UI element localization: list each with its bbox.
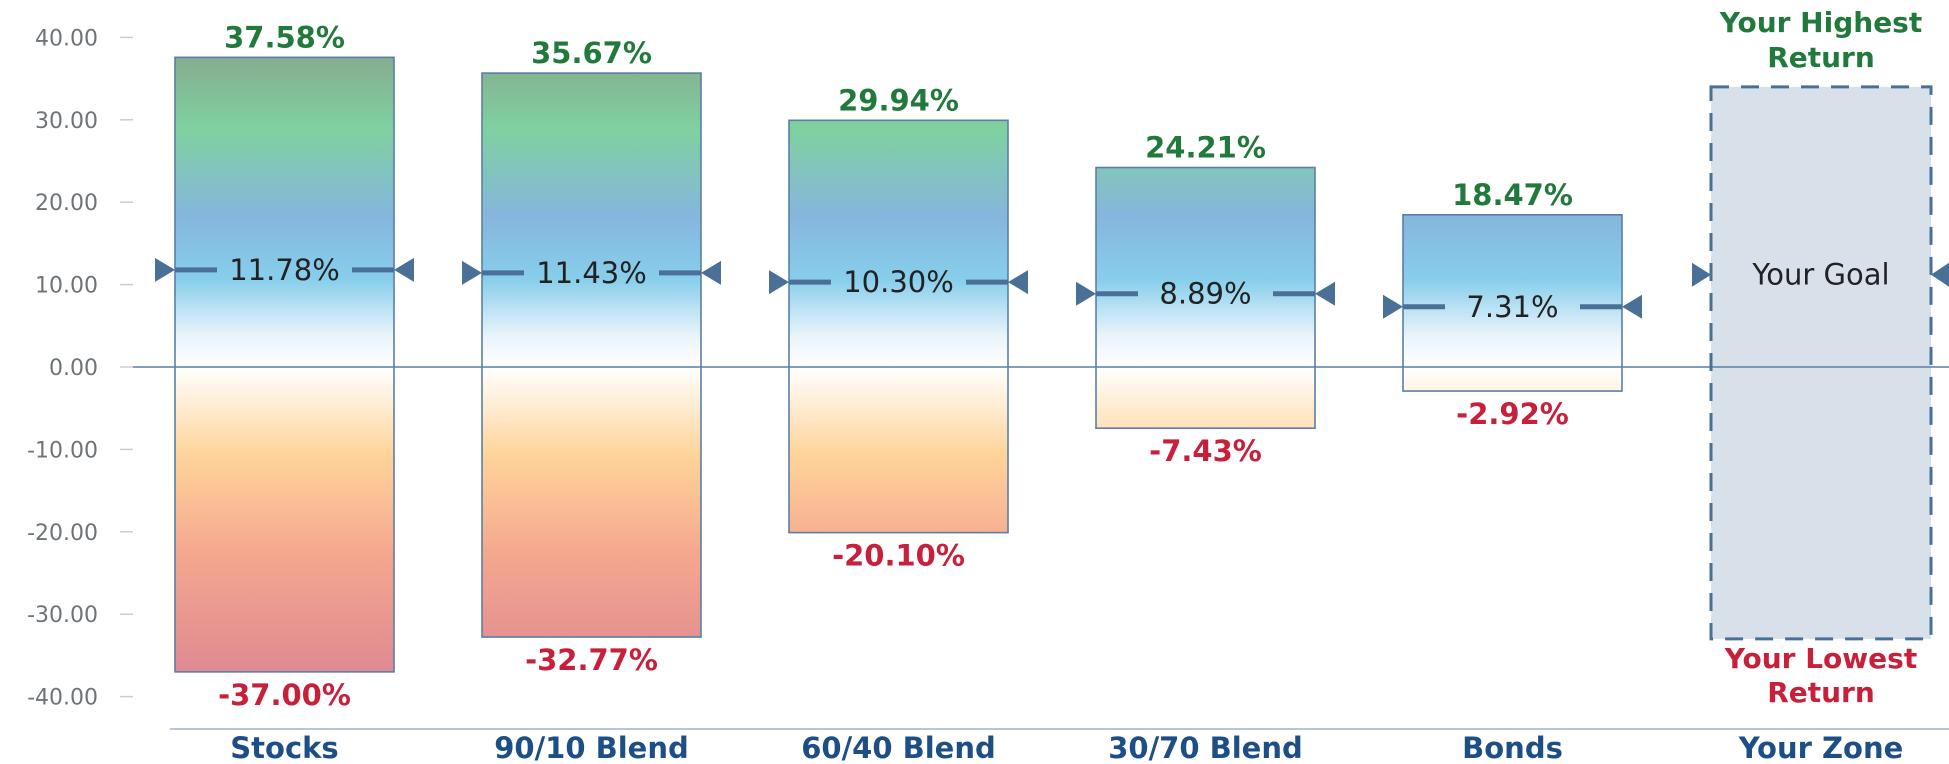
avg-value-label: 8.89%: [1159, 277, 1251, 311]
y-tick-label: 0.00: [49, 356, 98, 381]
bar-outline: [1095, 166, 1316, 430]
avg-marker-right-arrow: [394, 257, 414, 282]
bar-positive: [175, 57, 394, 368]
avg-value-label: 11.78%: [229, 253, 340, 287]
y-axis: 40.00 30.00 20.00 10.00 0.00 -10.00 -20.00 -30.…: [27, 26, 133, 711]
y-tick-label: 40.00: [35, 26, 98, 51]
your-goal-label: Your Goal: [1751, 258, 1889, 292]
your-highest-return-label-2: Return: [1767, 41, 1875, 74]
avg-marker-right-arrow: [1622, 294, 1642, 319]
y-tick-label: 20.00: [35, 191, 98, 216]
category-label: 60/40 Blend: [801, 731, 996, 764]
low-value-label: -37.00%: [218, 678, 351, 712]
bar-negative: [482, 367, 701, 638]
avg-marker-left-arrow: [1383, 294, 1403, 319]
your-zone-dashed-border: [1709, 85, 1933, 641]
bars-layer: [174, 56, 1623, 673]
category-label: 90/10 Blend: [494, 731, 689, 764]
category-label: 30/70 Blend: [1108, 731, 1303, 764]
labels-layer: 37.58% -37.00% 11.78% 35.67% -32.77% 11.43% 29…: [155, 20, 1642, 712]
y-tick-label: -40.00: [27, 686, 98, 711]
avg-marker-right-arrow: [1315, 281, 1335, 306]
avg-marker-right-arrow: [1008, 270, 1028, 295]
bar-outline: [1402, 214, 1623, 392]
bar-negative: [1403, 367, 1622, 392]
bar-positive: [1403, 214, 1622, 367]
bar-outline: [788, 119, 1009, 534]
your-lowest-return-label-2: Return: [1767, 676, 1875, 709]
avg-marker-left-arrow: [1076, 281, 1096, 306]
avg-value-label: 11.43%: [536, 256, 647, 290]
x-axis: Stocks 90/10 Blend 60/40 Blend 30/70 Blend B…: [170, 728, 1949, 764]
low-value-label: -32.77%: [525, 643, 658, 677]
avg-marker-right-arrow: [701, 260, 721, 285]
goal-marker-left-arrow: [1692, 262, 1711, 287]
high-value-label: 37.58%: [224, 20, 345, 54]
bar-positive: [482, 73, 701, 368]
goal-marker-right-arrow: [1931, 262, 1949, 287]
your-highest-return-label: Your Highest: [1719, 6, 1922, 39]
bar-outline: [481, 72, 702, 638]
y-tick-label: -10.00: [27, 438, 98, 463]
category-label: Bonds: [1462, 731, 1563, 764]
bar-negative: [1096, 367, 1315, 429]
avg-marker-left-arrow: [462, 260, 482, 285]
bar-positive: [789, 120, 1008, 367]
bar-negative: [175, 367, 394, 672]
y-tick-label: 30.00: [35, 109, 98, 134]
y-tick-label: -20.00: [27, 521, 98, 546]
high-value-label: 18.47%: [1452, 178, 1573, 212]
bar-outline: [174, 56, 395, 673]
high-value-label: 24.21%: [1145, 131, 1266, 165]
category-label-your-zone: Your Zone: [1738, 731, 1904, 764]
high-value-label: 29.94%: [838, 83, 959, 117]
y-tick-label: 10.00: [35, 274, 98, 299]
avg-value-label: 10.30%: [843, 265, 954, 299]
category-label: Stocks: [230, 731, 338, 764]
avg-marker-left-arrow: [769, 270, 789, 295]
low-value-label: -7.43%: [1149, 434, 1262, 468]
your-zone-box: [1711, 86, 1931, 639]
bar-negative: [789, 367, 1008, 533]
y-tick-label: -30.00: [27, 603, 98, 628]
low-value-label: -20.10%: [832, 539, 965, 573]
low-value-label: -2.92%: [1456, 397, 1569, 431]
bar-positive: [1096, 167, 1315, 367]
high-value-label: 35.67%: [531, 36, 652, 70]
avg-value-label: 7.31%: [1466, 290, 1558, 324]
your-lowest-return-label: Your Lowest: [1724, 642, 1917, 675]
avg-marker-left-arrow: [155, 257, 175, 282]
